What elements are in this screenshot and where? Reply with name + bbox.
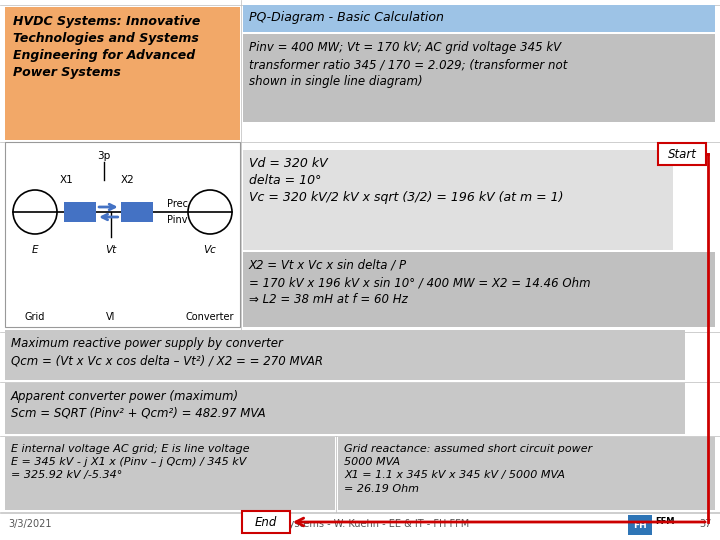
Text: Apparent converter power (maximum)
Scm = SQRT (Pinv² + Qcm²) = 482.97 MVA: Apparent converter power (maximum) Scm =… [11,390,266,420]
FancyBboxPatch shape [243,34,715,122]
Text: FH: FH [633,521,647,530]
FancyBboxPatch shape [121,202,153,222]
Text: PQ-Diagram - Basic Calculation: PQ-Diagram - Basic Calculation [249,11,444,24]
Text: 3/3/2021: 3/3/2021 [8,519,52,529]
Text: HVDC Systems - W. Kuehn - EE & IT - FH FFM: HVDC Systems - W. Kuehn - EE & IT - FH F… [251,519,469,529]
Text: Maximum reactive power supply by converter
Qcm = (Vt x Vc x cos delta – Vt²) / X: Maximum reactive power supply by convert… [11,337,323,367]
Text: Converter: Converter [186,312,234,322]
FancyBboxPatch shape [242,511,290,533]
Text: Vd = 320 kV
delta = 10°
Vc = 320 kV/2 kV x sqrt (3/2) = 196 kV (at m = 1): Vd = 320 kV delta = 10° Vc = 320 kV/2 kV… [249,157,564,204]
Text: X2: X2 [120,175,134,185]
Text: Vt: Vt [105,245,117,255]
FancyBboxPatch shape [243,150,673,250]
FancyBboxPatch shape [64,202,96,222]
FancyBboxPatch shape [5,142,240,327]
FancyBboxPatch shape [5,383,685,434]
Text: E: E [32,245,38,255]
FancyBboxPatch shape [628,515,652,535]
Text: Start: Start [667,147,696,160]
Text: E internal voltage AC grid; E is line voltage
E = 345 kV - j X1 x (Pinv – j Qcm): E internal voltage AC grid; E is line vo… [11,444,250,481]
FancyBboxPatch shape [243,5,715,32]
Text: Prec: Prec [167,199,188,209]
Text: Pinv: Pinv [167,215,188,225]
Text: Grid reactance: assumed short circuit power
5000 MVA
X1 = 1.1 x 345 kV x 345 kV : Grid reactance: assumed short circuit po… [344,444,593,494]
FancyBboxPatch shape [5,437,335,510]
Text: End: End [255,516,277,529]
Text: Grid: Grid [24,312,45,322]
Text: HVDC Systems: Innovative
Technologies and Systems
Engineering for Advanced
Power: HVDC Systems: Innovative Technologies an… [13,15,200,79]
Text: FFM: FFM [655,516,675,525]
FancyBboxPatch shape [658,143,706,165]
Text: 37: 37 [700,519,712,529]
FancyBboxPatch shape [338,437,715,510]
Text: Vl: Vl [106,312,115,322]
FancyBboxPatch shape [5,330,685,380]
FancyBboxPatch shape [243,252,715,327]
Text: X1: X1 [59,175,73,185]
Text: X2 = Vt x Vc x sin delta / P
= 170 kV x 196 kV x sin 10° / 400 MW = X2 = 14.46 O: X2 = Vt x Vc x sin delta / P = 170 kV x … [249,259,590,306]
Text: 3p: 3p [97,151,110,161]
Text: Pinv = 400 MW; Vt = 170 kV; AC grid voltage 345 kV
transformer ratio 345 / 170 =: Pinv = 400 MW; Vt = 170 kV; AC grid volt… [249,41,567,88]
Text: Vc: Vc [204,245,217,255]
FancyBboxPatch shape [5,7,240,140]
